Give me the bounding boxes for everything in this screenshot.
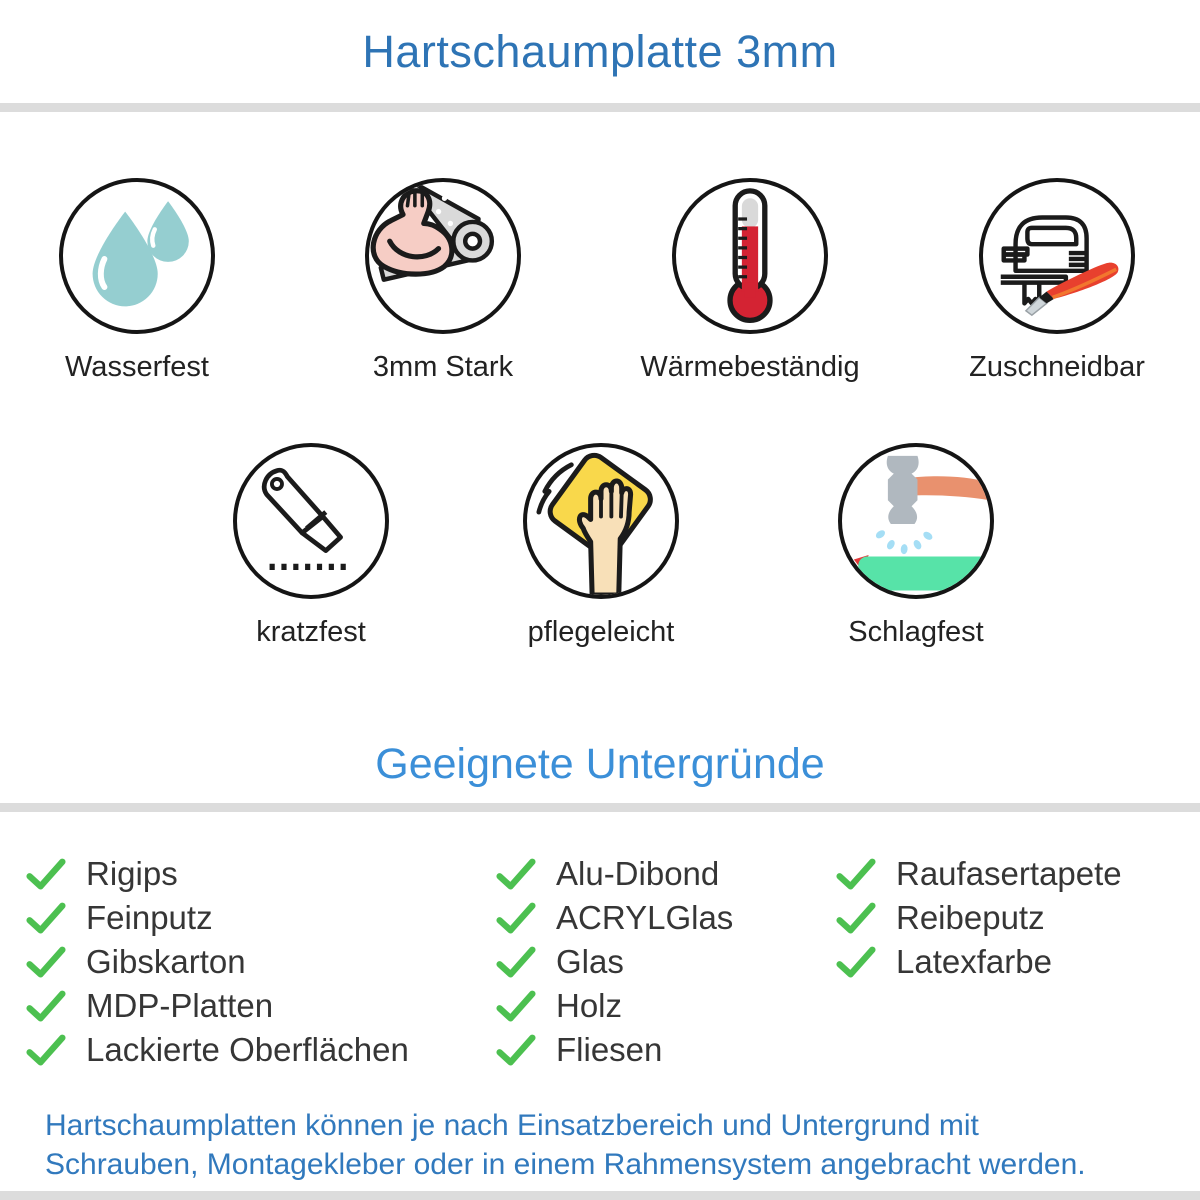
feature-label: Schlagfest	[848, 616, 984, 648]
substrate-column-3: Raufasertapete Reibeputz Latexfarbe	[836, 852, 1122, 984]
substrate-label: Gibskarton	[86, 943, 246, 980]
substrate-label: Glas	[556, 943, 624, 980]
check-icon	[836, 858, 876, 889]
divider	[0, 803, 1200, 812]
feature-waermebestaendig: Wärmebeständig	[640, 178, 860, 384]
feature-wasserfest: Wasserfest	[59, 178, 215, 384]
thermometer-icon	[672, 178, 828, 334]
list-item: Fliesen	[496, 1028, 733, 1072]
check-icon	[26, 902, 66, 933]
muscle-arm-foam-roll-icon	[365, 178, 521, 334]
check-icon	[26, 990, 66, 1021]
feature-label: Wasserfest	[65, 351, 209, 383]
features-row-2: kratzfest pflegeleic	[0, 443, 1200, 653]
feature-3mm-stark: 3mm Stark	[365, 178, 521, 384]
substrate-label: Alu-Dibond	[556, 855, 720, 892]
check-icon	[496, 858, 536, 889]
substrate-label: Latexfarbe	[896, 943, 1052, 980]
substrate-label: MDP-Platten	[86, 987, 274, 1024]
list-item: Lackierte Oberflächen	[26, 1028, 409, 1072]
hammer-impact-icon	[838, 443, 994, 599]
list-item: Raufasertapete	[836, 852, 1122, 896]
list-item: Latexfarbe	[836, 940, 1122, 984]
mounting-note-line-1: Hartschaumplatten können je nach Einsatz…	[45, 1109, 979, 1142]
substrate-label: Rigips	[86, 855, 178, 892]
feature-zuschneidbar: Zuschneidbar	[969, 178, 1145, 384]
divider	[0, 103, 1200, 112]
section-title-untergruende: Geeignete Untergründe	[375, 740, 825, 788]
substrate-label: Lackierte Oberflächen	[86, 1031, 409, 1068]
substrate-label: ACRYLGlas	[556, 899, 734, 936]
check-icon	[496, 1034, 536, 1066]
substrate-column-1: Rigips Feinputz Gibskarton MDP-Platten L…	[26, 852, 409, 1072]
page-title: Hartschaumplatte 3mm	[362, 26, 838, 77]
list-item: Gibskarton	[26, 940, 409, 984]
feature-pflegeleicht: pflegeleicht	[523, 443, 679, 649]
list-item: Glas	[496, 940, 733, 984]
feature-label: kratzfest	[256, 616, 366, 648]
substrate-label: Reibeputz	[896, 899, 1045, 936]
substrate-label: Fliesen	[556, 1031, 663, 1068]
utility-knife-icon	[233, 443, 389, 599]
check-icon	[836, 946, 876, 977]
substrate-label: Holz	[556, 987, 623, 1024]
mounting-note-line-2: Schrauben, Montagekleber oder in einem R…	[45, 1148, 1086, 1181]
list-item: Reibeputz	[836, 896, 1122, 940]
features-row-1: Wasserfest	[0, 178, 1200, 388]
divider	[0, 1191, 1200, 1200]
list-item: Alu-Dibond	[496, 852, 733, 896]
substrate-label: Feinputz	[86, 899, 213, 936]
check-icon	[26, 1034, 66, 1066]
check-icon	[836, 902, 876, 933]
list-item: ACRYLGlas	[496, 896, 733, 940]
water-drops-icon	[59, 178, 215, 334]
check-icon	[26, 946, 66, 977]
feature-label: pflegeleicht	[527, 616, 675, 648]
mounting-note: Hartschaumplatten können je nach Einsatz…	[45, 1106, 1175, 1184]
hand-wiping-cloth-icon	[523, 443, 679, 599]
jigsaw-cutter-icon	[979, 178, 1135, 334]
check-icon	[496, 902, 536, 933]
list-item: Holz	[496, 984, 733, 1028]
feature-schlagfest: Schlagfest	[838, 443, 994, 649]
check-icon	[26, 858, 66, 889]
list-item: Feinputz	[26, 896, 409, 940]
feature-label: Zuschneidbar	[969, 351, 1145, 383]
feature-kratzfest: kratzfest	[233, 443, 389, 649]
substrate-label: Raufasertapete	[896, 855, 1122, 892]
feature-label: 3mm Stark	[372, 351, 514, 383]
check-icon	[496, 990, 536, 1021]
check-icon	[496, 946, 536, 977]
list-item: Rigips	[26, 852, 409, 896]
feature-label: Wärmebeständig	[640, 351, 860, 383]
list-item: MDP-Platten	[26, 984, 409, 1028]
substrate-column-2: Alu-Dibond ACRYLGlas Glas Holz Fliesen	[496, 852, 733, 1072]
